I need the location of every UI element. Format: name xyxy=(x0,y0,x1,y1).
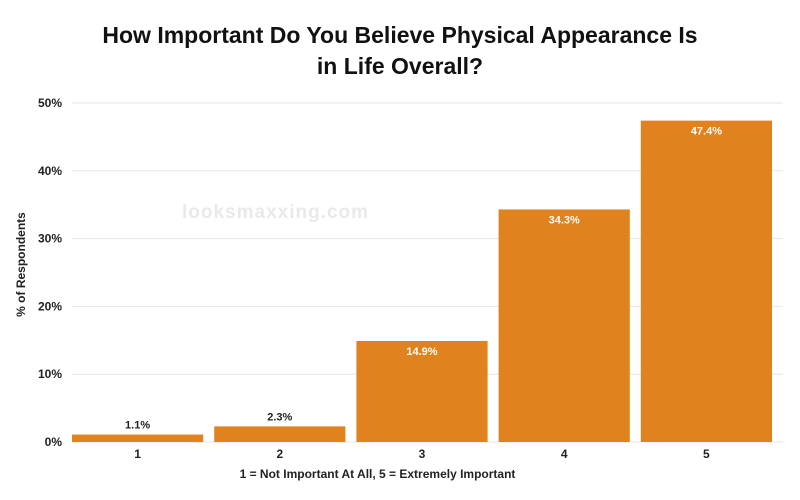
bar-2 xyxy=(214,426,346,442)
x-tick-label: 5 xyxy=(703,447,710,461)
chart-title-line-1: How Important Do You Believe Physical Ap… xyxy=(102,22,698,48)
chart-title: How Important Do You Believe Physical Ap… xyxy=(0,20,800,82)
chart-title-line-2: in Life Overall? xyxy=(316,53,484,79)
y-tick-label: 40% xyxy=(38,164,62,178)
x-tick-label: 1 xyxy=(134,447,141,461)
x-tick-label: 4 xyxy=(561,447,568,461)
bar-value-label: 14.9% xyxy=(406,346,437,358)
bar-3 xyxy=(356,340,488,442)
bar-value-label: 1.1% xyxy=(125,420,150,432)
bar-value-label: 34.3% xyxy=(549,214,580,226)
watermark-text: looksmaxxing.com xyxy=(182,202,369,223)
bar-value-label: 2.3% xyxy=(267,411,292,423)
y-axis-label: % of Respondents xyxy=(14,212,28,317)
y-tick-label: 50% xyxy=(38,96,62,110)
bar-1 xyxy=(72,434,204,442)
y-tick-label: 20% xyxy=(38,299,62,313)
y-tick-label: 0% xyxy=(45,435,63,449)
x-tick-label: 2 xyxy=(276,447,283,461)
bar-value-label: 47.4% xyxy=(691,126,722,138)
x-axis-label: 1 = Not Important At All, 5 = Extremely … xyxy=(240,467,516,481)
y-tick-label: 30% xyxy=(38,232,62,246)
bar-5 xyxy=(640,120,772,443)
bar-4 xyxy=(498,209,630,442)
y-tick-label: 10% xyxy=(38,367,62,381)
x-tick-label: 3 xyxy=(419,447,426,461)
